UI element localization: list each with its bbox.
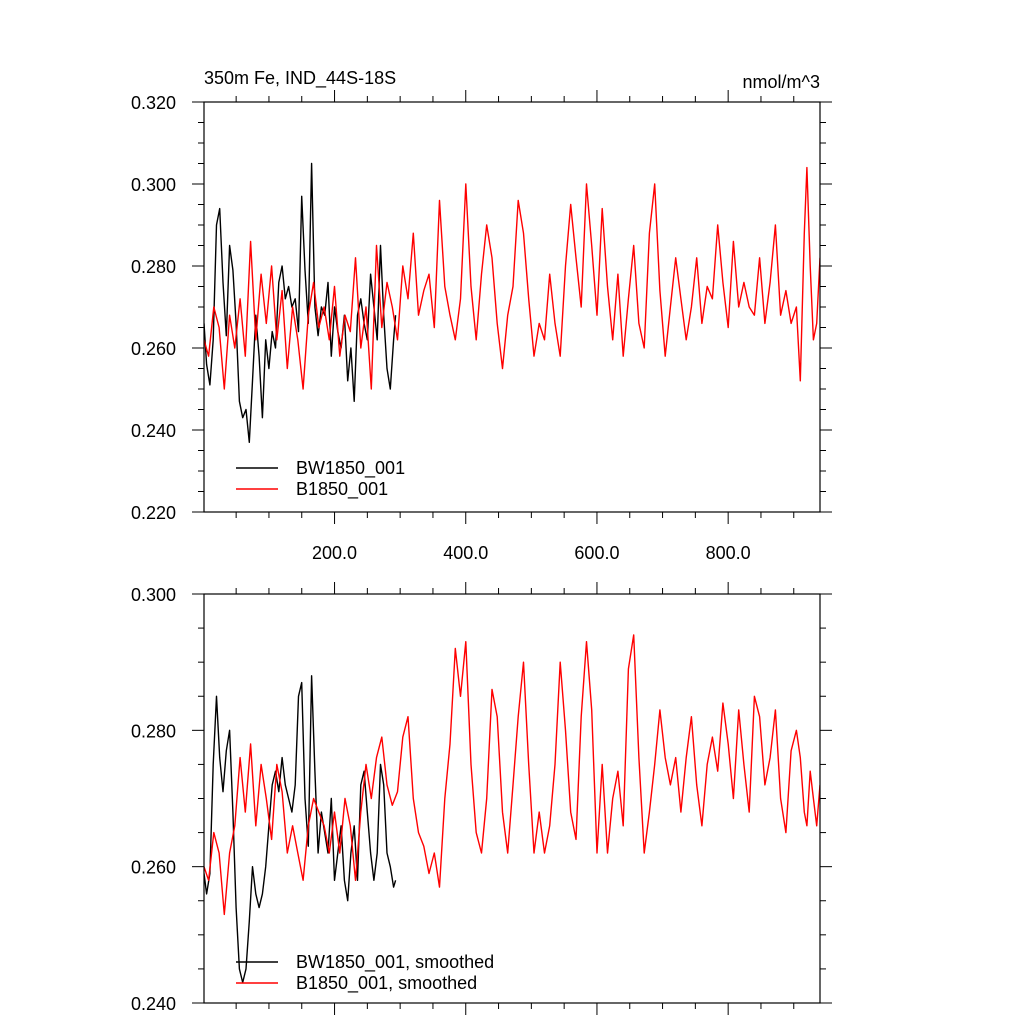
- bottom-panel: 0.240 0.260 0.280 0.300 BW1850_001, smoothed…: [131, 582, 832, 1015]
- top-y-tick-label: 0.320: [131, 93, 176, 113]
- bottom-series-1-line: [204, 634, 820, 916]
- top-y-tick-label: 0.240: [131, 421, 176, 441]
- bottom-y-tick-label: 0.280: [131, 721, 176, 741]
- top-legend-label-1: B1850_001: [296, 479, 388, 500]
- top-panel: 0.220 0.240 0.260 0.280 0.300 0.320 200.0 400.0…: [131, 90, 832, 563]
- bottom-y-tick-label: 0.300: [131, 585, 176, 605]
- top-legend-label-0: BW1850_001: [296, 458, 405, 479]
- top-y-tick-label: 0.260: [131, 339, 176, 359]
- top-x-tick-label: 400.0: [443, 543, 488, 563]
- top-series-0-line: [204, 162, 397, 443]
- top-y-tick-label: 0.280: [131, 257, 176, 277]
- bottom-legend-label-0: BW1850_001, smoothed: [296, 952, 494, 973]
- bottom-y-tick-label: 0.260: [131, 858, 176, 878]
- bottom-y-tick-label: 0.240: [131, 994, 176, 1014]
- units-label: nmol/m^3: [743, 72, 820, 92]
- top-x-tick-label: 200.0: [312, 543, 357, 563]
- chart-title: 350m Fe, IND_44S-18S: [204, 68, 396, 89]
- bottom-legend-label-1: B1850_001, smoothed: [296, 973, 477, 994]
- top-x-tick-label: 800.0: [706, 543, 751, 563]
- top-x-tick-label: 600.0: [574, 543, 619, 563]
- top-series-1-line: [204, 166, 820, 390]
- top-y-tick-label: 0.300: [131, 175, 176, 195]
- top-y-tick-label: 0.220: [131, 503, 176, 523]
